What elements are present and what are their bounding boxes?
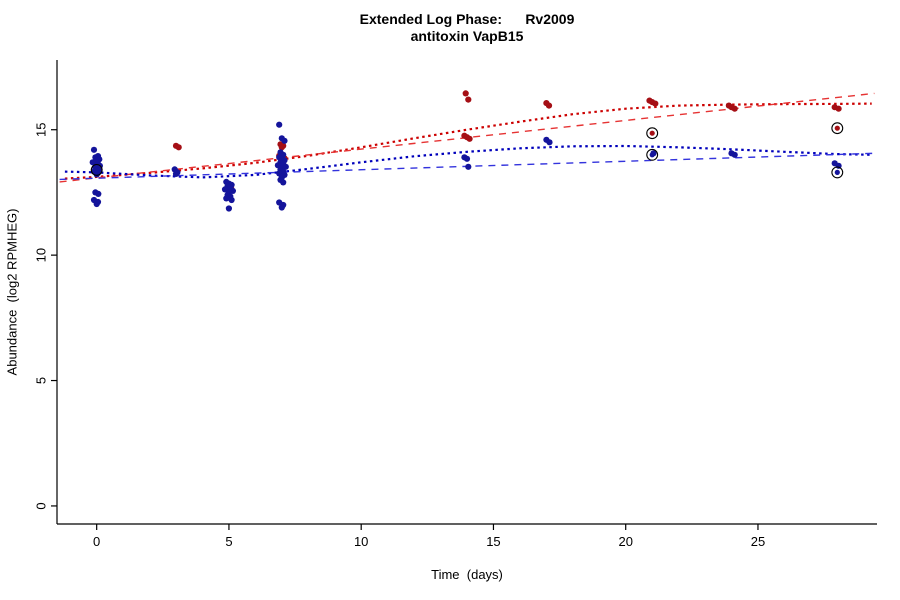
axes	[56, 60, 877, 525]
red-smooth-fit	[64, 102, 872, 180]
data-point	[172, 170, 180, 177]
x-tick-label: 0	[93, 534, 100, 549]
y-tick-label: 15	[33, 122, 48, 136]
y-axis-ticks: 0 5 10 15	[33, 122, 57, 510]
y-tick-label: 0	[33, 502, 48, 509]
data-point	[835, 105, 842, 112]
y-tick-label: 10	[33, 248, 48, 262]
data-point	[463, 155, 471, 162]
scatter-points	[89, 90, 842, 212]
data-point	[545, 102, 553, 109]
red-points-group	[93, 90, 842, 192]
data-point	[652, 100, 659, 107]
data-point	[466, 135, 473, 142]
flagged-point-ring	[831, 166, 844, 179]
x-tick-label: 25	[751, 534, 765, 549]
data-point	[95, 190, 102, 197]
flagged-points	[90, 122, 844, 179]
data-point	[228, 196, 235, 204]
flagged-point-dot	[834, 169, 840, 175]
flagged-point-ring	[90, 163, 103, 176]
data-point	[281, 137, 288, 144]
flagged-point-ring	[831, 122, 844, 135]
chart-title: Extended Log Phase: Rv2009	[359, 11, 575, 27]
data-point	[93, 171, 100, 178]
data-point	[465, 96, 472, 103]
data-point	[731, 151, 738, 158]
data-point	[89, 159, 96, 166]
y-axis-label: Abundance (log2 RPMHEG)	[4, 208, 20, 376]
data-point	[93, 200, 100, 208]
y-tick-label: 5	[33, 377, 48, 384]
data-point	[223, 195, 230, 202]
data-point	[90, 146, 98, 153]
x-tick-label: 5	[225, 534, 232, 549]
blue-smooth-fit	[64, 144, 872, 179]
data-point	[465, 163, 472, 170]
data-point	[278, 204, 285, 211]
flagged-point-ring	[646, 127, 659, 140]
chart-subtitle: antitoxin VapB15	[410, 28, 524, 44]
x-axis-ticks: 0 5 10 15 20 25	[93, 524, 765, 549]
data-point	[276, 121, 283, 128]
x-axis-label: Time (days)	[431, 567, 503, 582]
data-point	[175, 144, 182, 151]
blue-points-group	[89, 121, 842, 212]
data-point	[546, 139, 553, 146]
data-point	[280, 179, 287, 186]
flagged-point-ring	[646, 148, 659, 161]
x-tick-label: 20	[618, 534, 632, 549]
flagged-point-dot	[94, 167, 100, 173]
data-point	[225, 205, 232, 212]
x-tick-label: 15	[486, 534, 500, 549]
data-point	[278, 144, 285, 151]
x-tick-label: 10	[354, 534, 368, 549]
flagged-point-dot	[649, 130, 655, 136]
data-point	[731, 105, 738, 112]
flagged-point-dot	[649, 152, 655, 158]
flagged-point-dot	[834, 125, 840, 131]
data-point	[462, 90, 469, 97]
